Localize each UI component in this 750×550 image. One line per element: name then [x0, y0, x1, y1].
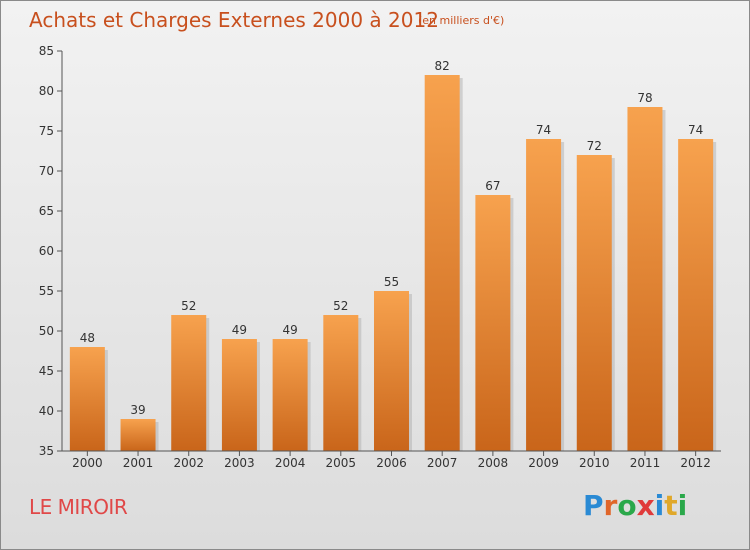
y-axis: 35 40 45 50 55 60 65 70 75 80 85	[39, 44, 63, 458]
bar-2006	[374, 291, 409, 451]
bar-2009	[526, 139, 562, 451]
bar-value-label: 49	[232, 323, 247, 337]
bar-2001	[120, 419, 156, 451]
bar-2000	[69, 347, 105, 451]
x-tick-label: 2001	[123, 456, 154, 470]
y-tick-label: 35	[39, 444, 54, 458]
y-tick-label: 80	[39, 84, 54, 98]
bar-2004	[272, 339, 308, 451]
x-tick-label: 2006	[376, 456, 407, 470]
logo-letter: x	[636, 489, 655, 522]
logo-letter: i	[677, 489, 688, 522]
x-tick-label: 2011	[630, 456, 661, 470]
x-tick-label: 2002	[173, 456, 204, 470]
bar-2002	[171, 315, 207, 451]
y-tick-label: 85	[39, 44, 54, 58]
logo-letter: r	[603, 489, 618, 522]
bar-value-label: 74	[536, 123, 551, 137]
logo-letter: P	[583, 489, 604, 522]
bar-value-label: 72	[587, 139, 602, 153]
logo-letter: o	[617, 489, 637, 522]
chart-title: Achats et Charges Externes 2000 à 2012	[29, 8, 439, 32]
bars: 48 39 52 49 49 52 55 82 67 74 72 78 74	[69, 59, 717, 451]
bar-value-label: 39	[130, 403, 145, 417]
bar-value-label: 74	[688, 123, 703, 137]
x-tick-label: 2008	[478, 456, 509, 470]
logo-letter: i	[654, 489, 665, 522]
bar-value-label: 52	[333, 299, 348, 313]
x-tick-label: 2010	[579, 456, 610, 470]
place-name: LE MIROIR	[29, 495, 128, 519]
y-tick-label: 40	[39, 404, 54, 418]
x-tick-label: 2003	[224, 456, 255, 470]
bar-value-label: 55	[384, 275, 399, 289]
bar-value-label: 78	[637, 91, 652, 105]
bar-value-label: 48	[80, 331, 95, 345]
bar-value-label: 67	[485, 179, 500, 193]
y-tick-label: 50	[39, 324, 54, 338]
x-tick-label: 2007	[427, 456, 458, 470]
bar-2011	[627, 107, 663, 451]
y-tick-label: 75	[39, 124, 54, 138]
bar-2005	[323, 315, 359, 451]
y-tick-label: 55	[39, 284, 54, 298]
bar-2003	[221, 339, 257, 451]
x-tick-label: 2012	[680, 456, 711, 470]
y-tick-label: 60	[39, 244, 54, 258]
bar-value-label: 49	[282, 323, 297, 337]
y-tick-label: 70	[39, 164, 54, 178]
logo-letter: t	[664, 489, 678, 522]
y-tick-label: 65	[39, 204, 54, 218]
proxiti-logo[interactable]: Proxiti	[583, 489, 687, 522]
x-tick-label: 2005	[326, 456, 357, 470]
bar-2012	[678, 139, 714, 451]
chart-subtitle: (en milliers d'€)	[418, 14, 505, 27]
y-tick-label: 45	[39, 364, 54, 378]
bar-2010	[576, 155, 612, 451]
x-tick-label: 2009	[528, 456, 559, 470]
x-tick-label: 2000	[72, 456, 103, 470]
bar-value-label: 52	[181, 299, 196, 313]
bar-value-label: 82	[435, 59, 450, 73]
x-axis: 2000 2001 2002 2003 2004 2005 2006 2007 2008 2009…	[62, 450, 721, 470]
bar-2008	[475, 195, 511, 451]
bar-2007	[424, 75, 460, 451]
x-tick-label: 2004	[275, 456, 306, 470]
